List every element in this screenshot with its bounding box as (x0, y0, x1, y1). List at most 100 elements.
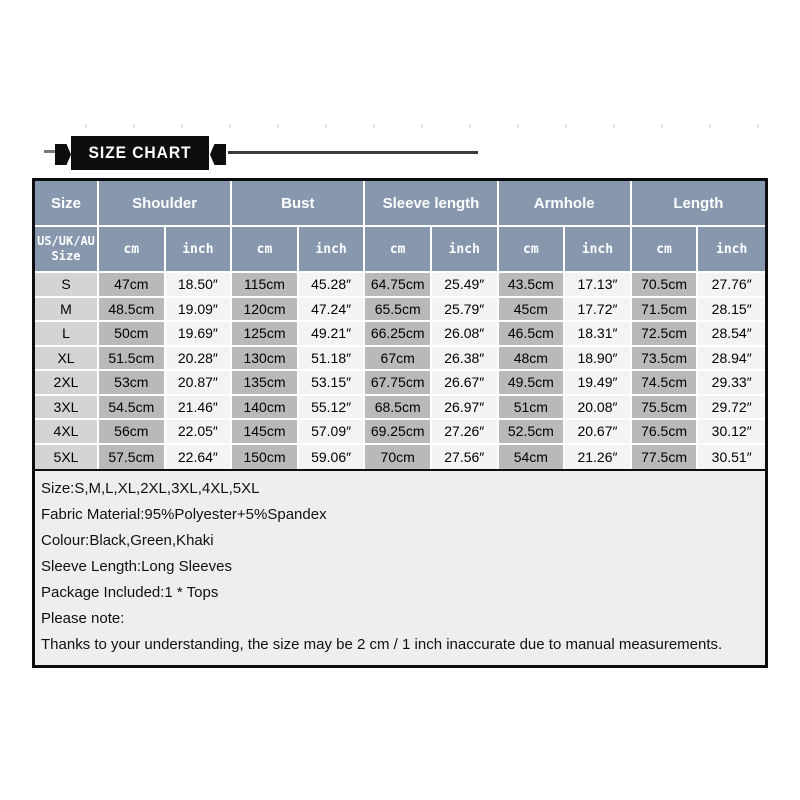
measurement-inch-cell: 17.72″ (565, 297, 632, 322)
unit-header-cm: cm (99, 227, 166, 273)
unit-header-cm: cm (498, 227, 566, 273)
measurement-cm-cell: 140cm (232, 395, 299, 420)
measurement-cm-cell: 43.5cm (498, 273, 566, 298)
measurement-cm-cell: 54.5cm (99, 395, 166, 420)
measurement-cm-cell: 65.5cm (365, 297, 432, 322)
measurement-cm-cell: 68.5cm (365, 395, 432, 420)
measurement-cm-cell: 130cm (232, 346, 299, 371)
measurement-inch-cell: 20.67″ (565, 420, 632, 445)
note-line: Thanks to your understanding, the size m… (41, 636, 723, 653)
measurement-cm-cell: 75.5cm (631, 395, 699, 420)
measurement-inch-cell: 18.90″ (565, 346, 632, 371)
measurement-inch-cell: 29.72″ (698, 395, 765, 420)
unit-header-inch: inch (165, 227, 233, 273)
measurement-cm-cell: 50cm (99, 322, 166, 347)
measurement-inch-cell: 59.06″ (298, 444, 366, 469)
unit-header-inch: inch (698, 227, 765, 273)
table-row: 5XL 57.5cm 22.64″ 150cm 59.06″ 70cm 27.56″ 54cm… (35, 444, 765, 469)
measurement-inch-cell: 28.15″ (698, 297, 765, 322)
measurement-inch-cell: 55.12″ (298, 395, 366, 420)
note-line: Package Included:1 * Tops (41, 584, 219, 601)
measurement-cm-cell: 77.5cm (631, 444, 699, 469)
measurement-inch-cell: 20.28″ (165, 346, 233, 371)
measurement-inch-cell: 47.24″ (298, 297, 366, 322)
measurement-inch-cell: 51.18″ (298, 346, 366, 371)
measurement-cm-cell: 73.5cm (631, 346, 699, 371)
size-cell: 5XL (35, 444, 99, 469)
measurement-cm-cell: 51cm (498, 395, 566, 420)
size-column-header: US/UK/AU Size (35, 227, 99, 273)
size-cell: S (35, 273, 99, 298)
measurement-inch-cell: 29.33″ (698, 371, 765, 396)
product-notes: Size:S,M,L,XL,2XL,3XL,4XL,5XL Fabric Mate… (35, 469, 765, 665)
measurement-cm-cell: 46.5cm (498, 322, 566, 347)
measurement-inch-cell: 19.09″ (165, 297, 233, 322)
note-line: Fabric Material:95%Polyester+5%Spandex (41, 506, 327, 523)
measurement-inch-cell: 20.08″ (565, 395, 632, 420)
table-row: L 50cm 19.69″ 125cm 49.21″ 66.25cm 26.08″ 46.5c… (35, 322, 765, 347)
table-row: 3XL 54.5cm 21.46″ 140cm 55.12″ 68.5cm 26.97″ 51… (35, 395, 765, 420)
ribbon-right-tail (210, 144, 226, 165)
measurement-inch-cell: 25.79″ (431, 297, 499, 322)
measurement-inch-cell: 25.49″ (431, 273, 499, 298)
table-row: 2XL 53cm 20.87″ 135cm 53.15″ 67.75cm 26.67″ 49.… (35, 371, 765, 396)
measurement-inch-cell: 30.51″ (698, 444, 765, 469)
size-chart-table: Size Shoulder Bust Sleeve length Armhole Leng… (35, 181, 765, 469)
table-row: XL 51.5cm 20.28″ 130cm 51.18″ 67cm 26.38″ 48cm 1… (35, 346, 765, 371)
measurement-inch-cell: 26.67″ (431, 371, 499, 396)
measurement-inch-cell: 57.09″ (298, 420, 366, 445)
size-cell: 4XL (35, 420, 99, 445)
measurement-cm-cell: 67.75cm (365, 371, 432, 396)
measurement-cm-cell: 52.5cm (498, 420, 566, 445)
size-cell: 3XL (35, 395, 99, 420)
note-line: Sleeve Length:Long Sleeves (41, 558, 232, 575)
unit-header-cm: cm (365, 227, 432, 273)
column-group-header: Shoulder (99, 181, 233, 227)
measurement-inch-cell: 27.26″ (431, 420, 499, 445)
size-cell: M (35, 297, 99, 322)
measurement-inch-cell: 22.05″ (165, 420, 233, 445)
measurement-inch-cell: 19.49″ (565, 371, 632, 396)
measurement-inch-cell: 26.08″ (431, 322, 499, 347)
table-row: M 48.5cm 19.09″ 120cm 47.24″ 65.5cm 25.79″ 45cm… (35, 297, 765, 322)
unit-header-inch: inch (298, 227, 366, 273)
measurement-cm-cell: 71.5cm (631, 297, 699, 322)
note-line: Please note: (41, 610, 125, 627)
measurement-cm-cell: 48.5cm (99, 297, 166, 322)
measurement-cm-cell: 135cm (232, 371, 299, 396)
measurement-cm-cell: 45cm (498, 297, 566, 322)
ribbon-title: SIZE CHART (88, 143, 192, 162)
measurement-inch-cell: 27.76″ (698, 273, 765, 298)
measurement-cm-cell: 115cm (232, 273, 299, 298)
measurement-cm-cell: 72.5cm (631, 322, 699, 347)
measurement-cm-cell: 120cm (232, 297, 299, 322)
measurement-cm-cell: 64.75cm (365, 273, 432, 298)
column-group-header: Length (631, 181, 765, 227)
unit-header-cm: cm (631, 227, 699, 273)
measurement-cm-cell: 47cm (99, 273, 166, 298)
size-cell: L (35, 322, 99, 347)
measurement-inch-cell: 28.94″ (698, 346, 765, 371)
size-cell: XL (35, 346, 99, 371)
measurement-cm-cell: 76.5cm (631, 420, 699, 445)
column-group-header: Bust (232, 181, 366, 227)
measurement-inch-cell: 17.13″ (565, 273, 632, 298)
measurement-cm-cell: 145cm (232, 420, 299, 445)
note-line: Size:S,M,L,XL,2XL,3XL,4XL,5XL (41, 480, 260, 497)
ribbon-divider-line (228, 151, 478, 154)
table-body: S 47cm 18.50″ 115cm 45.28″ 64.75cm 25.49″ 43.5c… (35, 273, 765, 469)
ribbon-left-tail (55, 144, 71, 165)
measurement-inch-cell: 19.69″ (165, 322, 233, 347)
size-chart-ribbon: SIZE CHART (71, 136, 209, 170)
measurement-cm-cell: 74.5cm (631, 371, 699, 396)
measurement-cm-cell: 54cm (498, 444, 566, 469)
table-row: S 47cm 18.50″ 115cm 45.28″ 64.75cm 25.49″ 43.5c… (35, 273, 765, 298)
column-group-header: Size (35, 181, 99, 227)
unit-header-inch: inch (565, 227, 632, 273)
unit-header-cm: cm (232, 227, 299, 273)
measurement-inch-cell: 26.38″ (431, 346, 499, 371)
size-chart-box: Size Shoulder Bust Sleeve length Armhole Leng… (32, 178, 768, 668)
measurement-cm-cell: 69.25cm (365, 420, 432, 445)
measurement-cm-cell: 150cm (232, 444, 299, 469)
